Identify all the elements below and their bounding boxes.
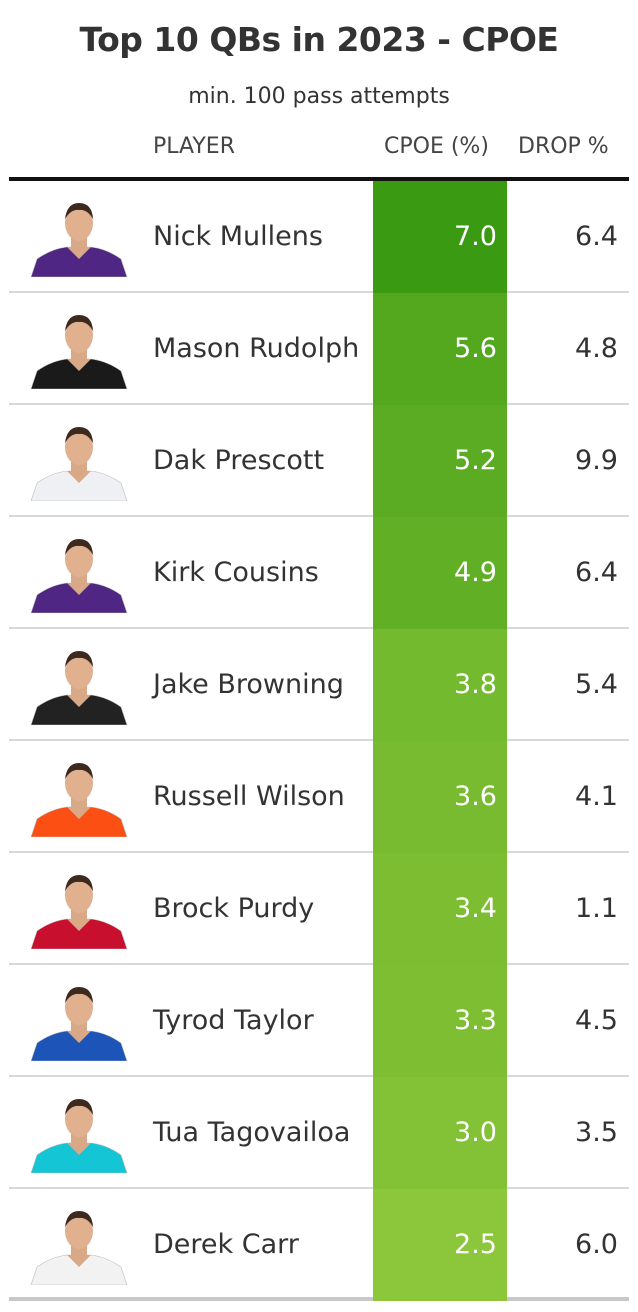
cpoe-cell: 2.5: [373, 1189, 507, 1301]
cpoe-value: 7.0: [454, 221, 497, 252]
drop-value: 9.9: [575, 445, 618, 476]
player-headshot-icon: [30, 539, 128, 613]
table-row: Russell Wilson 3.6 4.1: [9, 741, 629, 853]
drop-value: 6.4: [575, 557, 618, 588]
cpoe-value: 3.6: [454, 781, 497, 812]
drop-value: 1.1: [575, 893, 618, 924]
cpoe-cell: 3.3: [373, 965, 507, 1077]
header-divider: [9, 177, 629, 181]
cpoe-value: 5.6: [454, 333, 497, 364]
player-name: Dak Prescott: [153, 445, 325, 476]
table-row: Brock Purdy 3.4 1.1: [9, 853, 629, 965]
qb-table: Nick Mullens 7.0 6.4 Mason Rudolph 5.6 4.8 Dak…: [9, 181, 629, 1301]
player-headshot-icon: [30, 1099, 128, 1173]
player-name: Jake Browning: [153, 669, 344, 700]
cpoe-cell: 7.0: [373, 181, 507, 293]
player-headshot-icon: [30, 427, 128, 501]
cpoe-cell: 3.6: [373, 741, 507, 853]
player-headshot-icon: [30, 651, 128, 725]
table-row: Tua Tagovailoa 3.0 3.5: [9, 1077, 629, 1189]
chart-title: Top 10 QBs in 2023 - CPOE: [79, 20, 559, 59]
cpoe-value: 3.8: [454, 669, 497, 700]
table-row: Nick Mullens 7.0 6.4: [9, 181, 629, 293]
drop-value: 6.0: [575, 1229, 618, 1260]
player-headshot-icon: [30, 763, 128, 837]
cpoe-value: 3.3: [454, 1005, 497, 1036]
column-header-cpoe: CPOE (%): [384, 134, 489, 159]
cpoe-cell: 3.8: [373, 629, 507, 741]
cpoe-cell: 5.6: [373, 293, 507, 405]
chart-subtitle: min. 100 pass attempts: [188, 84, 450, 109]
table-row: Derek Carr 2.5 6.0: [9, 1189, 629, 1301]
cpoe-value: 2.5: [454, 1229, 497, 1260]
drop-value: 4.5: [575, 1005, 618, 1036]
drop-value: 4.8: [575, 333, 618, 364]
drop-value: 6.4: [575, 221, 618, 252]
player-name: Nick Mullens: [153, 221, 323, 252]
cpoe-cell: 4.9: [373, 517, 507, 629]
column-header-player: PLAYER: [153, 134, 235, 159]
player-name: Derek Carr: [153, 1229, 299, 1260]
player-headshot-icon: [30, 315, 128, 389]
drop-value: 5.4: [575, 669, 618, 700]
cpoe-value: 5.2: [454, 445, 497, 476]
player-headshot-icon: [30, 875, 128, 949]
player-name: Tyrod Taylor: [153, 1005, 314, 1036]
table-row: Mason Rudolph 5.6 4.8: [9, 293, 629, 405]
table-row: Tyrod Taylor 3.3 4.5: [9, 965, 629, 1077]
player-name: Kirk Cousins: [153, 557, 319, 588]
player-headshot-icon: [30, 987, 128, 1061]
player-headshot-icon: [30, 203, 128, 277]
column-header-drop: DROP %: [518, 134, 609, 159]
cpoe-value: 4.9: [454, 557, 497, 588]
cpoe-cell: 5.2: [373, 405, 507, 517]
table-row: Jake Browning 3.8 5.4: [9, 629, 629, 741]
player-name: Tua Tagovailoa: [153, 1117, 351, 1148]
player-name: Russell Wilson: [153, 781, 345, 812]
player-name: Brock Purdy: [153, 893, 315, 924]
table-row: Dak Prescott 5.2 9.9: [9, 405, 629, 517]
drop-value: 4.1: [575, 781, 618, 812]
cpoe-value: 3.4: [454, 893, 497, 924]
table-row: Kirk Cousins 4.9 6.4: [9, 517, 629, 629]
cpoe-cell: 3.0: [373, 1077, 507, 1189]
drop-value: 3.5: [575, 1117, 618, 1148]
cpoe-cell: 3.4: [373, 853, 507, 965]
player-name: Mason Rudolph: [153, 333, 360, 364]
cpoe-value: 3.0: [454, 1117, 497, 1148]
player-headshot-icon: [30, 1211, 128, 1285]
